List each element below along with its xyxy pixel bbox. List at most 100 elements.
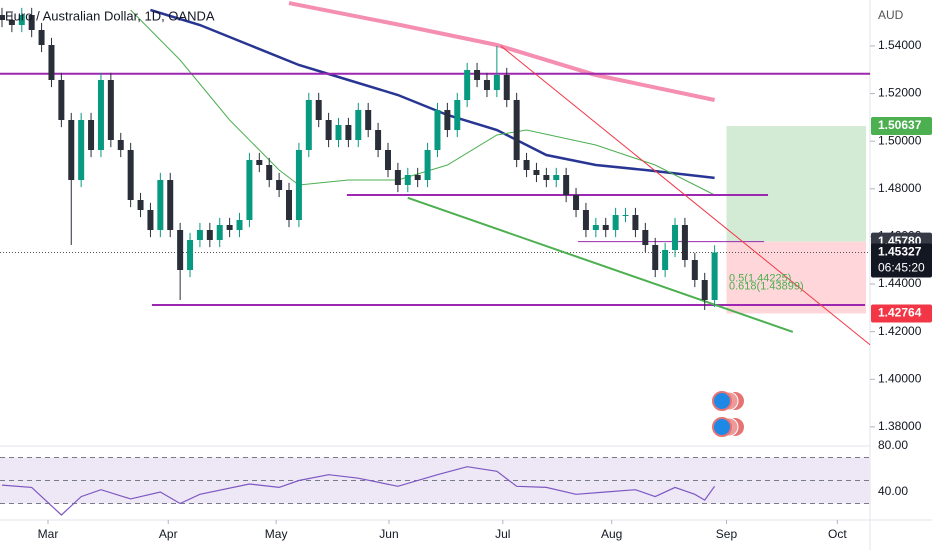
- candle-body: [276, 180, 283, 190]
- candle-body: [592, 225, 599, 230]
- candle-body: [672, 225, 679, 250]
- candle-body: [573, 195, 580, 210]
- candle-body: [384, 150, 391, 170]
- trendline: [500, 45, 871, 346]
- price-tag: [871, 117, 932, 136]
- candle-body: [483, 80, 490, 90]
- candle-body: [642, 230, 649, 245]
- candle-body: [444, 110, 451, 130]
- candle-body: [691, 260, 698, 280]
- candle-body: [196, 230, 203, 240]
- candle-body: [355, 110, 362, 140]
- price-tag-label: 1.50637: [878, 118, 922, 132]
- rsi-tick-label: 80.00: [878, 438, 908, 452]
- candle-body: [48, 45, 55, 80]
- candle-body: [622, 215, 629, 216]
- candle-body: [404, 175, 411, 185]
- price-tag-label: 1.42764: [878, 306, 922, 320]
- candle-body: [107, 80, 114, 140]
- candle-body: [8, 20, 15, 25]
- y-tick-label: 1.40000: [878, 371, 922, 385]
- candle-body: [127, 150, 134, 200]
- candle-body: [286, 190, 293, 220]
- x-tick-label: May: [265, 527, 288, 541]
- event-icons: [712, 391, 744, 437]
- candle-body: [256, 160, 263, 165]
- candle-body: [365, 110, 372, 130]
- candle-body: [305, 100, 312, 150]
- candle-body: [345, 125, 352, 140]
- candle-body: [414, 175, 421, 180]
- candle-body: [662, 250, 669, 270]
- candle-body: [553, 175, 560, 180]
- candle-body: [543, 175, 550, 180]
- price-tag: [871, 243, 932, 278]
- x-tick-label: Apr: [159, 527, 178, 541]
- x-tick-label: Mar: [38, 527, 59, 541]
- price-tag: [871, 304, 932, 323]
- candle-body: [315, 100, 322, 120]
- y-tick-label: 1.54000: [878, 38, 922, 52]
- fib-label: 0.5(1.44225): [729, 273, 791, 285]
- candle-body: [523, 160, 530, 170]
- candle-body: [612, 215, 619, 230]
- candle-body: [157, 180, 164, 230]
- price-tag-label: 1.45327: [878, 245, 922, 259]
- candle-body: [226, 225, 233, 230]
- fib-label: 0.618(1.43899): [729, 280, 804, 292]
- moving-average: [150, 8, 715, 180]
- candle-body: [325, 120, 332, 140]
- candle-body: [216, 225, 223, 240]
- candle-body: [474, 70, 481, 80]
- candle-body: [58, 80, 65, 120]
- candle-body: [681, 225, 688, 260]
- candle-body: [503, 75, 510, 100]
- candle-body: [137, 200, 144, 210]
- candle-body: [167, 180, 174, 230]
- candle-body: [147, 210, 154, 230]
- candle-body: [454, 100, 461, 130]
- candle-body: [97, 80, 104, 150]
- x-tick-label: Jun: [379, 527, 398, 541]
- candle-body: [187, 240, 194, 270]
- candle-body: [652, 245, 659, 270]
- x-tick-label: Oct: [828, 527, 847, 541]
- candle-body: [602, 225, 609, 230]
- loss-zone: [726, 241, 867, 314]
- plot-area: 0.5(1.44225)0.618(1.43899): [0, 1, 871, 346]
- y-tick-label: 1.52000: [878, 86, 922, 100]
- candle-body: [18, 15, 25, 25]
- candle-body: [493, 75, 500, 90]
- event-icon: [712, 391, 732, 411]
- candle-body: [88, 120, 95, 150]
- y-tick-label: 1.44000: [878, 276, 922, 290]
- y-tick-label: 1.48000: [878, 181, 922, 195]
- chart-title: Euro / Australian Dollar, 1D, OANDA: [5, 8, 215, 23]
- candle-body: [434, 110, 441, 150]
- y-tick-label: 1.50000: [878, 133, 922, 147]
- countdown: 06:45:20: [878, 261, 925, 275]
- candle-body: [424, 150, 431, 180]
- candle-body: [38, 30, 45, 45]
- y-tick-label: 1.42000: [878, 324, 922, 338]
- y-tick-label: 1.38000: [878, 419, 922, 433]
- event-icon: [712, 417, 732, 437]
- candle-body: [236, 220, 243, 230]
- profit-zone: [726, 126, 867, 242]
- candle-body: [464, 70, 471, 100]
- candle-body: [78, 120, 85, 180]
- candle-body: [582, 210, 589, 230]
- trendline: [407, 196, 794, 333]
- moving-average: [288, 1, 716, 102]
- candle-body: [711, 252, 718, 300]
- candle-body: [0, 15, 5, 20]
- candle-body: [68, 120, 75, 180]
- candle-body: [563, 175, 570, 195]
- candle-body: [117, 140, 124, 150]
- candle-body: [335, 125, 342, 140]
- x-tick-label: Sep: [716, 527, 738, 541]
- candle-body: [701, 280, 708, 300]
- x-tick-label: Jul: [495, 527, 510, 541]
- axis-unit: AUD: [878, 8, 904, 22]
